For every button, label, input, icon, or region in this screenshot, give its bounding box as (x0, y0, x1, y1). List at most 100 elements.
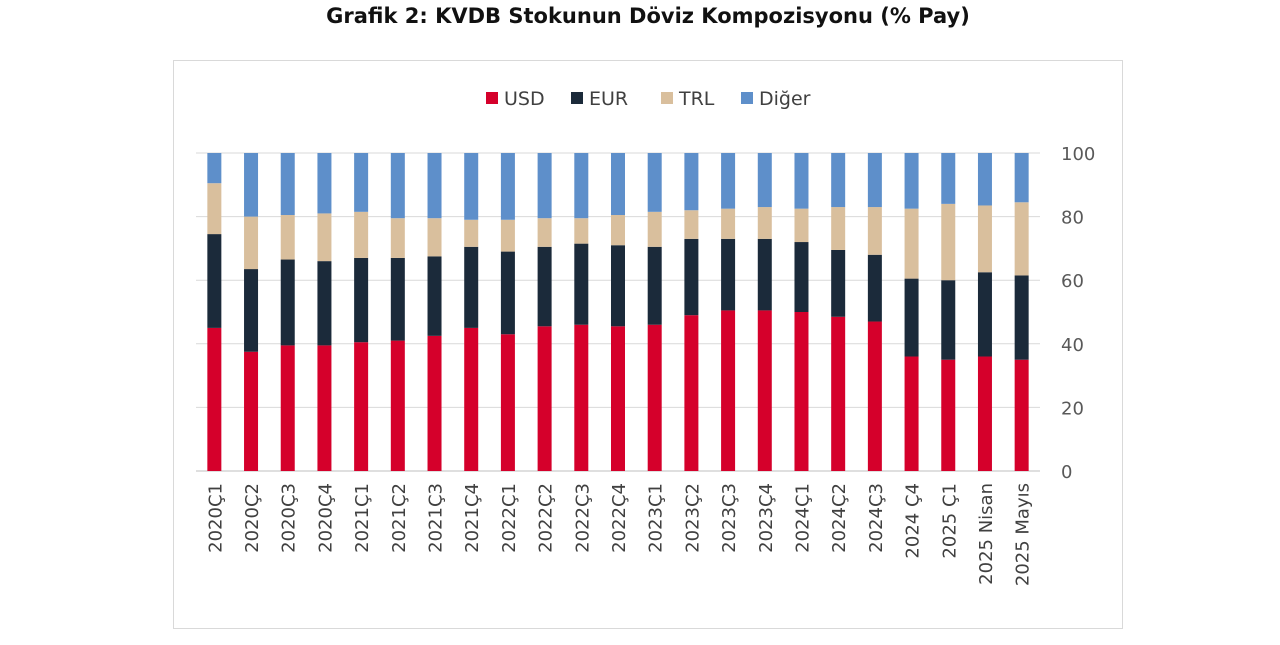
x-tick-label: 2024Ç2 (829, 483, 850, 553)
legend: USD EUR TRL Diğer (486, 88, 811, 110)
legend-label: EUR (589, 88, 628, 110)
bar-segment (941, 280, 956, 360)
x-tick-label: 2022Ç3 (572, 483, 593, 553)
x-tick-label: 2021Ç3 (426, 483, 447, 553)
legend-swatch (661, 92, 673, 104)
x-tick-label: 2022Ç4 (609, 483, 630, 553)
bar-segment (244, 269, 259, 352)
y-tick-label: 100 (1061, 144, 1095, 165)
bar-segment (500, 153, 515, 220)
bar-segment (574, 243, 589, 325)
bar-segment (721, 238, 736, 311)
bar-segment (904, 208, 919, 279)
x-tick-label: 2024 Ç4 (903, 483, 924, 559)
bar-segment (1014, 202, 1029, 276)
legend-swatch (741, 92, 753, 104)
bar-segment (390, 340, 405, 471)
bar-segment (611, 153, 625, 216)
bar-segment (207, 327, 222, 471)
y-tick-label: 20 (1061, 398, 1084, 419)
bar-segment (390, 153, 405, 219)
x-tick-label: 2021Ç2 (389, 483, 410, 553)
legend-label: Diğer (759, 88, 811, 110)
bar-segment (831, 316, 846, 471)
bar-segment (721, 310, 736, 471)
legend-label: USD (504, 88, 545, 110)
bar-segment (500, 219, 515, 252)
bar-segment (207, 153, 222, 184)
bar-segment (464, 153, 479, 220)
bar-segment (574, 324, 589, 471)
bar-segment (390, 218, 405, 258)
bar-segment (867, 153, 882, 208)
bar-segment (280, 215, 295, 260)
bar-segment (611, 215, 625, 246)
bar-segment (574, 218, 589, 244)
bar-segment (317, 345, 332, 471)
bar-segment (757, 207, 772, 239)
bar-segment (794, 242, 809, 312)
bar-segment (867, 254, 882, 322)
x-tick-label: 2024Ç1 (792, 483, 813, 553)
bar-segment (537, 218, 552, 247)
bar-segment (354, 211, 369, 258)
bar-segment (537, 153, 552, 219)
bar-series (207, 153, 1029, 471)
legend-swatch (571, 92, 583, 104)
x-tick-label: 2021Ç1 (352, 483, 373, 553)
bar-segment (867, 321, 882, 471)
bar-segment (354, 153, 369, 212)
bar-segment (647, 211, 662, 247)
bar-segment (464, 327, 479, 471)
bar-segment (427, 335, 442, 471)
bar-segment (354, 342, 369, 471)
bar-segment (500, 251, 515, 335)
bar-segment (244, 216, 259, 270)
bar-segment (794, 208, 809, 243)
bar-segment (721, 208, 736, 239)
bar-segment (1014, 359, 1029, 471)
bar-segment (904, 153, 919, 209)
bar-segment (1014, 275, 1029, 360)
bar-segment (904, 356, 919, 471)
bar-segment (244, 153, 259, 217)
bar-segment (831, 153, 846, 208)
bar-segment (941, 359, 956, 471)
x-tick-label: 2023Ç3 (719, 483, 740, 553)
bar-segment (794, 312, 809, 471)
x-tick-label: 2020Ç1 (205, 483, 226, 553)
bar-segment (904, 278, 919, 357)
x-tick-label: 2022Ç1 (499, 483, 520, 553)
bar-segment (244, 351, 259, 471)
bar-segment (684, 153, 699, 211)
bar-segment (977, 272, 992, 357)
x-tick-label: 2020Ç2 (242, 483, 263, 553)
bar-segment (647, 246, 662, 325)
bar-segment (647, 324, 662, 471)
bar-segment (867, 207, 882, 255)
bar-segment (207, 234, 222, 328)
bar-segment (684, 315, 699, 471)
x-tick-label: 2020Ç3 (279, 483, 300, 553)
bar-segment (977, 153, 992, 206)
y-tick-label: 0 (1061, 462, 1072, 483)
bar-segment (757, 310, 772, 471)
bar-segment (757, 238, 772, 311)
bar-segment (207, 183, 222, 235)
bar-segment (977, 205, 992, 273)
bar-segment (317, 153, 332, 214)
x-tick-label: 2024Ç3 (866, 483, 887, 553)
bar-segment (684, 238, 699, 316)
bar-segment (427, 153, 442, 219)
bar-segment (317, 213, 332, 262)
bar-segment (280, 153, 295, 216)
bar-segment (1014, 153, 1029, 203)
x-tick-label: 2023Ç1 (646, 483, 667, 553)
x-tick-label: 2025 Nisan (976, 483, 997, 585)
bar-segment (794, 153, 809, 209)
bar-segment (500, 334, 515, 471)
bar-segment (390, 257, 405, 341)
bar-segment (831, 207, 846, 250)
x-tick-label: 2020Ç4 (315, 483, 336, 553)
